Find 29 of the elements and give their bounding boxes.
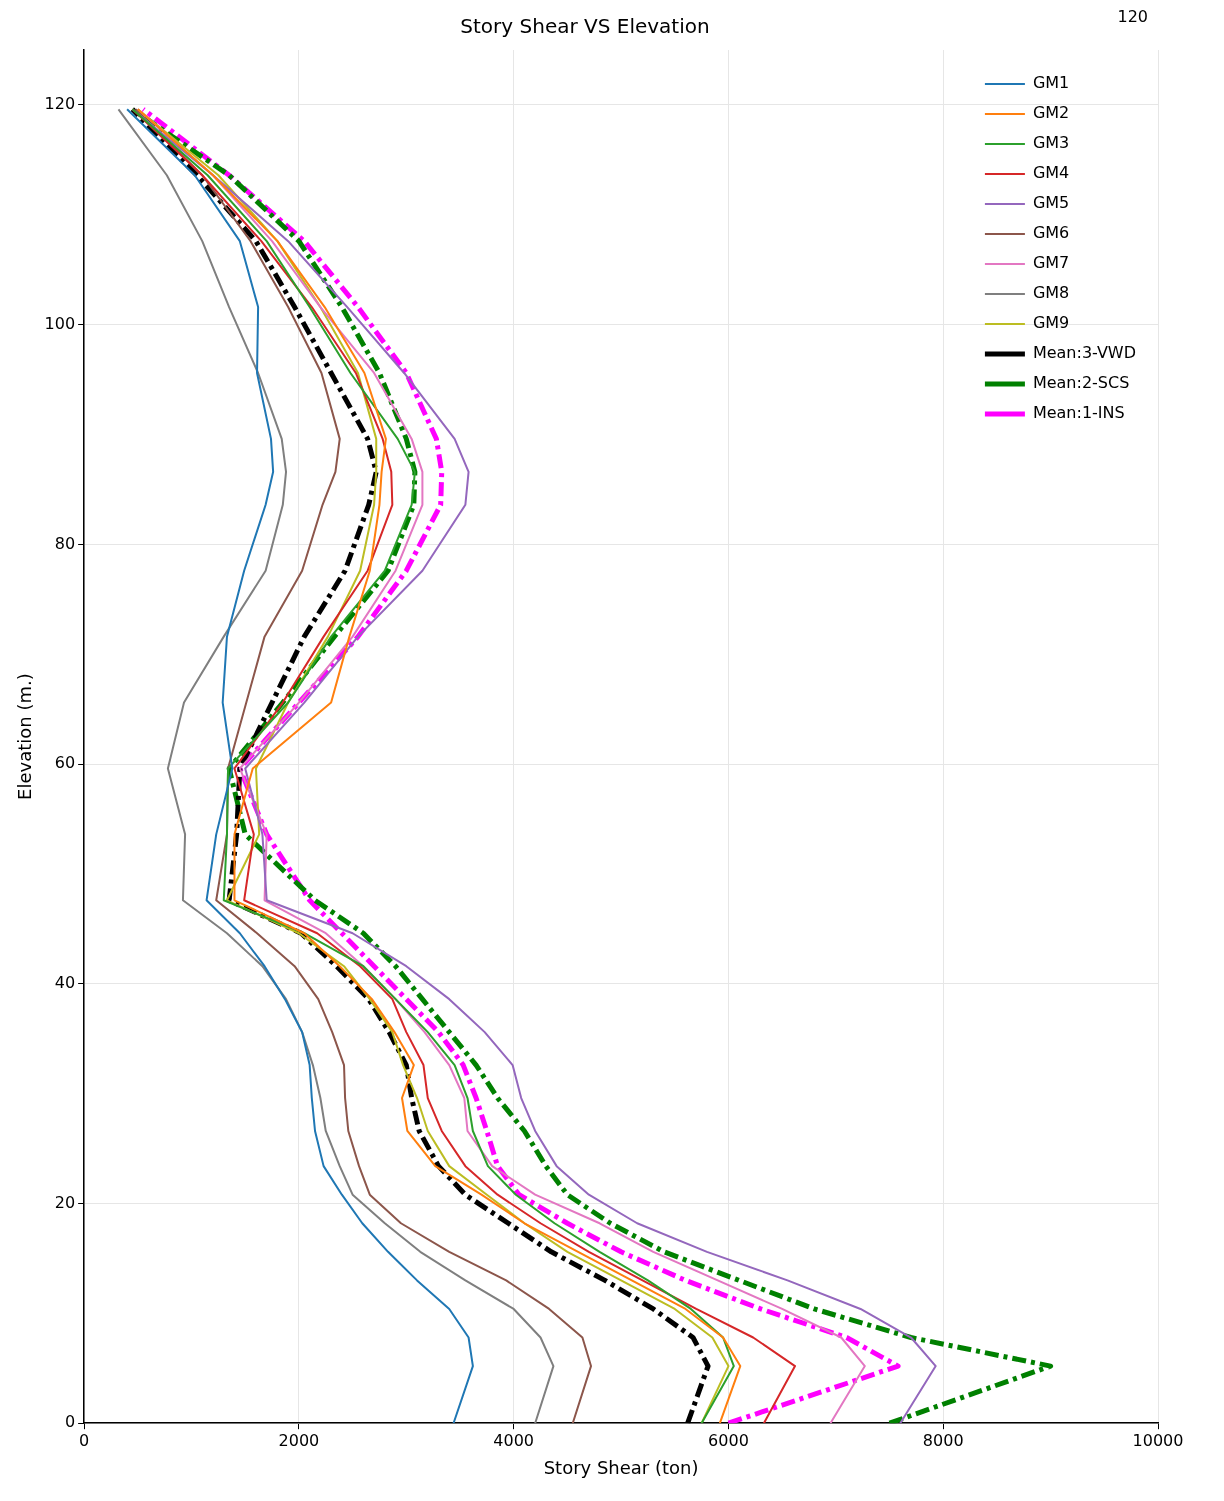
x-tick-label: 0	[79, 1430, 90, 1450]
x-tick-label: 8000	[922, 1430, 964, 1450]
legend-label: GM4	[1032, 163, 1070, 183]
y-axis-title: Elevation (m.)	[14, 673, 36, 800]
y-tick-label: 40	[54, 972, 76, 992]
x-tick-label: 4000	[493, 1430, 535, 1450]
legend-label: GM2	[1032, 103, 1070, 123]
legend-label: Mean:2-SCS	[1032, 373, 1130, 393]
legend-label: Mean:1-INS	[1032, 403, 1125, 423]
y-tick-label: 100	[44, 313, 76, 333]
y-tick-label: 120	[44, 94, 76, 114]
x-axis-title: Story Shear (ton)	[543, 1456, 699, 1478]
x-tick-label: 6000	[708, 1430, 749, 1450]
legend-label: GM6	[1032, 223, 1070, 243]
y-tick-label: 60	[54, 753, 76, 773]
legend-label: GM3	[1032, 133, 1070, 153]
legend-label: GM5	[1032, 193, 1070, 213]
legend-label: GM9	[1032, 313, 1070, 333]
text: 120	[1117, 7, 1148, 27]
legend-label: Mean:3-VWD	[1032, 343, 1137, 363]
legend-label: GM8	[1032, 283, 1070, 303]
x-tick-label: 10000	[1132, 1430, 1184, 1450]
y-tick-label: 80	[54, 533, 76, 553]
y-tick-label: 0	[64, 1412, 76, 1432]
legend-label: GM1	[1032, 73, 1070, 93]
chart-title: Story Shear VS Elevation	[460, 14, 710, 39]
legend-label: GM7	[1032, 253, 1070, 273]
x-tick-label: 2000	[278, 1430, 320, 1450]
y-tick-label: 20	[54, 1192, 76, 1212]
